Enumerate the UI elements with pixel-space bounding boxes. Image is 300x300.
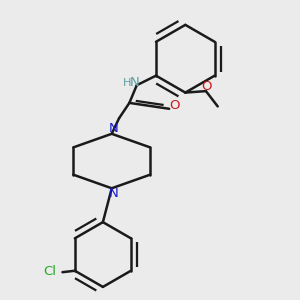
Text: N: N — [130, 76, 139, 89]
Text: O: O — [169, 99, 180, 112]
Text: N: N — [108, 122, 118, 135]
Text: Cl: Cl — [43, 265, 56, 278]
Text: H: H — [123, 78, 132, 88]
Text: O: O — [201, 80, 212, 94]
Text: N: N — [108, 187, 118, 200]
